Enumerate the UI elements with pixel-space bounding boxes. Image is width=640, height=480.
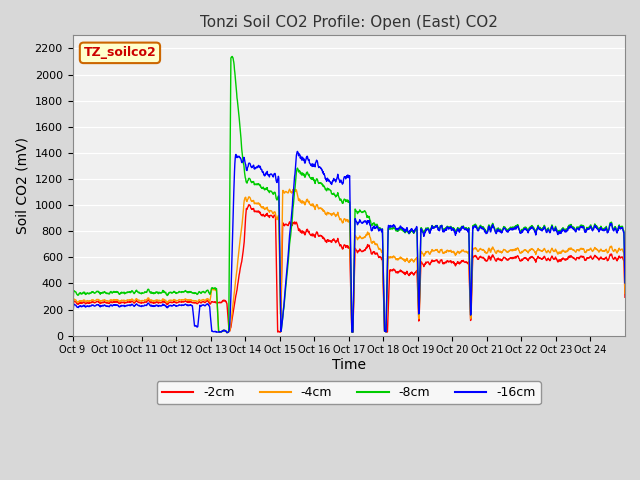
X-axis label: Time: Time	[332, 358, 366, 372]
Text: TZ_soilco2: TZ_soilco2	[84, 47, 156, 60]
Legend: -2cm, -4cm, -8cm, -16cm: -2cm, -4cm, -8cm, -16cm	[157, 382, 541, 405]
Y-axis label: Soil CO2 (mV): Soil CO2 (mV)	[15, 137, 29, 234]
Title: Tonzi Soil CO2 Profile: Open (East) CO2: Tonzi Soil CO2 Profile: Open (East) CO2	[200, 15, 498, 30]
